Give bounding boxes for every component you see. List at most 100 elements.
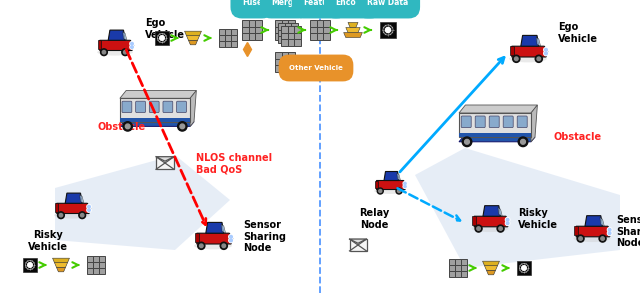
Bar (220, 29, 225, 35)
Circle shape (124, 50, 127, 54)
Polygon shape (521, 35, 539, 46)
Bar (288, 33, 294, 39)
FancyBboxPatch shape (503, 116, 513, 127)
Circle shape (545, 48, 547, 51)
Bar (249, 20, 255, 27)
Ellipse shape (472, 225, 509, 232)
Bar (275, 33, 282, 40)
Circle shape (535, 55, 543, 62)
Circle shape (544, 47, 548, 52)
Bar (275, 52, 282, 59)
Circle shape (87, 205, 91, 209)
Bar (294, 39, 301, 46)
Circle shape (125, 124, 130, 129)
Bar (275, 20, 282, 27)
Bar (243, 20, 249, 27)
Polygon shape (188, 40, 198, 45)
Bar (99, 256, 105, 262)
Circle shape (102, 50, 106, 54)
Circle shape (123, 122, 132, 131)
Polygon shape (531, 105, 538, 142)
Circle shape (465, 139, 469, 144)
Bar (255, 33, 262, 40)
Bar (323, 33, 330, 40)
Bar (278, 30, 285, 36)
Circle shape (122, 49, 129, 56)
Bar (461, 259, 467, 265)
Circle shape (180, 124, 184, 129)
Circle shape (220, 242, 227, 249)
Bar (99, 268, 105, 274)
Circle shape (88, 209, 90, 211)
Circle shape (579, 237, 582, 240)
Circle shape (160, 36, 164, 40)
Polygon shape (123, 32, 127, 40)
FancyBboxPatch shape (136, 101, 145, 113)
Polygon shape (221, 224, 226, 233)
Bar (282, 52, 288, 59)
Bar (449, 259, 455, 265)
Circle shape (520, 139, 525, 144)
Polygon shape (498, 207, 502, 216)
Bar (288, 20, 294, 27)
Bar (575, 226, 578, 235)
Bar (323, 27, 330, 33)
Bar (288, 39, 294, 46)
Bar (87, 262, 93, 268)
Bar (278, 36, 285, 43)
Circle shape (200, 244, 203, 248)
Polygon shape (190, 91, 196, 126)
Circle shape (131, 42, 133, 45)
Bar (55, 203, 58, 212)
Bar (282, 59, 288, 65)
Text: Risky
Vehicle: Risky Vehicle (518, 208, 558, 230)
Bar (288, 59, 294, 65)
Polygon shape (346, 28, 360, 33)
Text: Ego
Vehicle: Ego Vehicle (145, 18, 185, 40)
Bar (459, 133, 531, 137)
Bar (282, 33, 288, 39)
Text: Sensor
Sharing
Node: Sensor Sharing Node (243, 220, 286, 253)
Bar (225, 35, 231, 41)
Bar (23, 258, 37, 272)
Bar (243, 27, 249, 33)
Circle shape (230, 236, 232, 238)
Ellipse shape (194, 242, 232, 249)
Polygon shape (459, 137, 535, 142)
Circle shape (130, 45, 134, 49)
Bar (449, 265, 455, 271)
Polygon shape (585, 216, 603, 226)
Ellipse shape (374, 188, 406, 194)
Polygon shape (484, 266, 497, 270)
Bar (291, 30, 298, 36)
Bar (285, 23, 291, 30)
Polygon shape (376, 180, 406, 190)
Polygon shape (79, 195, 84, 203)
Bar (455, 259, 461, 265)
Bar (282, 33, 288, 40)
Bar (517, 261, 531, 275)
Circle shape (607, 228, 612, 232)
Polygon shape (600, 217, 604, 226)
Polygon shape (156, 157, 174, 161)
Bar (461, 271, 467, 277)
Circle shape (537, 57, 541, 61)
Bar (310, 20, 317, 27)
Circle shape (506, 218, 510, 222)
FancyBboxPatch shape (461, 116, 471, 127)
Circle shape (404, 185, 406, 188)
Bar (282, 27, 288, 33)
Polygon shape (184, 31, 202, 36)
Bar (375, 180, 378, 188)
Bar (225, 41, 231, 47)
Text: Other Vehicle: Other Vehicle (289, 65, 343, 71)
FancyBboxPatch shape (475, 116, 485, 127)
Circle shape (396, 188, 402, 194)
Bar (455, 271, 461, 277)
Bar (275, 65, 282, 72)
Text: Feature: Feature (303, 0, 337, 7)
Text: Sensor
Sharing
Node: Sensor Sharing Node (616, 215, 640, 248)
FancyBboxPatch shape (489, 116, 499, 127)
Circle shape (377, 188, 383, 194)
Bar (282, 20, 288, 27)
